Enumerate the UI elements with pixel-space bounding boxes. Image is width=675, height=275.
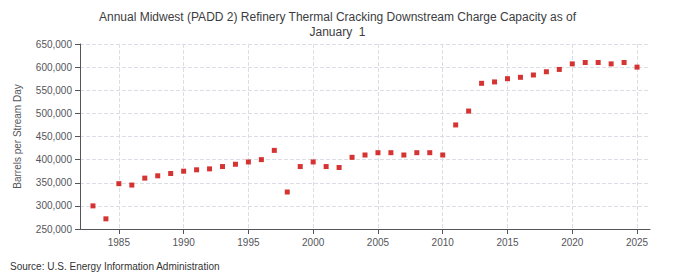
svg-text:Source: U.S. Energy Informatio: Source: U.S. Energy Information Administ… bbox=[10, 261, 220, 272]
svg-text:1990: 1990 bbox=[173, 237, 196, 248]
svg-text:650,000: 650,000 bbox=[36, 39, 73, 50]
svg-text:2025: 2025 bbox=[626, 237, 649, 248]
svg-text:550,000: 550,000 bbox=[36, 85, 73, 96]
svg-text:450,000: 450,000 bbox=[36, 131, 73, 142]
svg-text:500,000: 500,000 bbox=[36, 108, 73, 119]
svg-text:2020: 2020 bbox=[561, 237, 584, 248]
svg-text:January 1: January 1 bbox=[309, 25, 365, 39]
svg-text:1985: 1985 bbox=[108, 237, 131, 248]
svg-text:300,000: 300,000 bbox=[36, 200, 73, 211]
svg-text:600,000: 600,000 bbox=[36, 62, 73, 73]
svg-text:250,000: 250,000 bbox=[36, 224, 73, 235]
svg-text:2015: 2015 bbox=[496, 237, 519, 248]
svg-text:Annual Midwest (PADD 2) Refine: Annual Midwest (PADD 2) Refinery Thermal… bbox=[99, 10, 577, 24]
svg-text:Barrels per Stream Day: Barrels per Stream Day bbox=[12, 84, 23, 188]
svg-text:400,000: 400,000 bbox=[36, 154, 73, 165]
svg-text:350,000: 350,000 bbox=[36, 177, 73, 188]
svg-text:2000: 2000 bbox=[302, 237, 325, 248]
svg-text:2005: 2005 bbox=[367, 237, 390, 248]
svg-text:1995: 1995 bbox=[237, 237, 260, 248]
svg-text:2010: 2010 bbox=[432, 237, 455, 248]
